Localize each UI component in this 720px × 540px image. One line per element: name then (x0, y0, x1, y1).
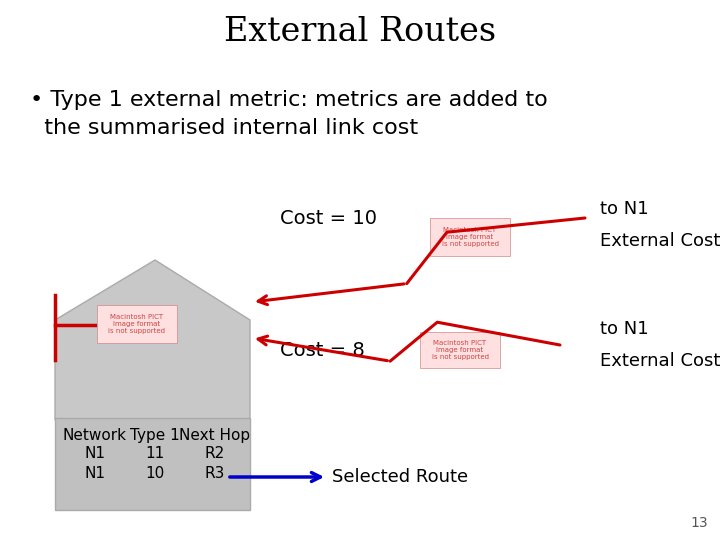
Text: External Cost = 1: External Cost = 1 (600, 232, 720, 250)
Text: R3: R3 (204, 466, 225, 481)
Text: Next Hop: Next Hop (179, 428, 251, 443)
Text: N1: N1 (84, 446, 106, 461)
Text: • Type 1 external metric: metrics are added to: • Type 1 external metric: metrics are ad… (30, 90, 548, 110)
Text: N1: N1 (84, 466, 106, 481)
Text: to N1: to N1 (600, 200, 649, 218)
Bar (55, 418, 250, 510)
Text: Cost = 8: Cost = 8 (280, 341, 365, 360)
Text: 10: 10 (145, 466, 165, 481)
Text: Macintosh PICT
Image format
is not supported: Macintosh PICT Image format is not suppo… (431, 340, 488, 360)
Text: to N1: to N1 (600, 320, 649, 338)
Text: 11: 11 (145, 446, 165, 461)
Bar (97, 305, 177, 343)
Polygon shape (55, 260, 250, 420)
Text: Selected Route: Selected Route (332, 468, 468, 486)
Text: R2: R2 (205, 446, 225, 461)
Text: External Routes: External Routes (224, 16, 496, 48)
Text: External Cost = 2: External Cost = 2 (600, 352, 720, 370)
Text: the summarised internal link cost: the summarised internal link cost (30, 118, 418, 138)
Text: Network: Network (63, 428, 127, 443)
Text: Type 1: Type 1 (130, 428, 180, 443)
Text: Macintosh PICT
Image format
is not supported: Macintosh PICT Image format is not suppo… (109, 314, 166, 334)
Text: 13: 13 (690, 516, 708, 530)
Text: Cost = 10: Cost = 10 (280, 208, 377, 227)
Text: Macintosh PICT
Image format
is not supported: Macintosh PICT Image format is not suppo… (441, 227, 498, 247)
Bar (420, 332, 500, 368)
Bar (430, 218, 510, 256)
